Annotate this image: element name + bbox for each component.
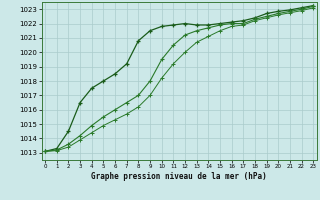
X-axis label: Graphe pression niveau de la mer (hPa): Graphe pression niveau de la mer (hPa) — [91, 172, 267, 181]
